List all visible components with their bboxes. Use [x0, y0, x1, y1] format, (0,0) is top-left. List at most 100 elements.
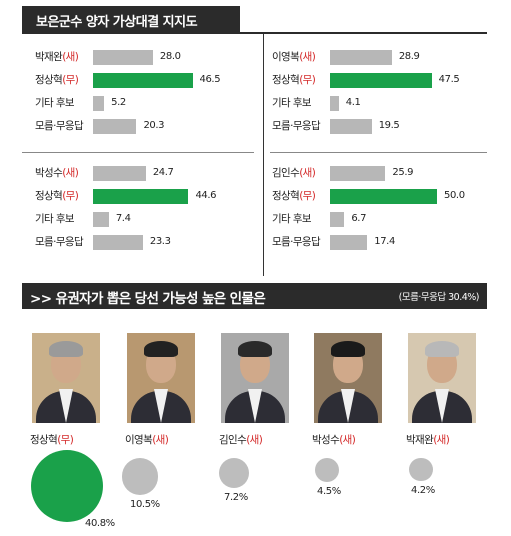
- bar-row: 정상혁(무) 50.0: [272, 188, 502, 204]
- bar-value: 6.7: [351, 213, 367, 224]
- bar-value: 28.0: [159, 51, 181, 62]
- bar-value: 17.4: [374, 236, 395, 247]
- bar: [93, 189, 189, 204]
- panel-divider-right: [270, 152, 487, 153]
- bar-value: 20.3: [143, 120, 165, 131]
- title-box: 보은군수 양자 가상대결 지지도: [22, 6, 240, 32]
- bar-label: 김인수(새): [272, 167, 316, 179]
- banner-note: (모름·무응답 30.4%): [398, 292, 480, 303]
- bar-row: 모름·무응답 23.3: [35, 234, 265, 250]
- portrait-park-jaewan: [408, 333, 476, 423]
- bubble: [218, 458, 250, 489]
- bubble: [31, 450, 103, 522]
- bar-value: 24.7: [152, 167, 174, 178]
- banner: >> 유권자가 뽑은 당선 가능성 높은 인물은 (모름·무응답 30.4%): [22, 283, 487, 309]
- bubble-value: 4.2%: [411, 485, 435, 497]
- bar: [93, 166, 146, 181]
- hair: [238, 341, 272, 357]
- hair: [49, 341, 83, 357]
- bar: [93, 119, 137, 134]
- bar-row: 이영복(새) 28.9: [272, 49, 502, 65]
- bar: [93, 235, 143, 250]
- portrait-park-sungsu: [314, 333, 382, 423]
- bar-row: 모름·무응답 19.5: [272, 118, 502, 134]
- bar-value: 23.3: [149, 236, 171, 247]
- bar-row: 정상혁(무) 44.6: [35, 188, 265, 204]
- bar-value: 19.5: [378, 120, 400, 131]
- party-tag: (무): [299, 190, 316, 202]
- bar: [330, 96, 339, 111]
- bar-row: 모름·무응답 17.4: [272, 234, 502, 250]
- party-tag: (무): [62, 74, 79, 86]
- bar-label: 정상혁(무): [272, 190, 316, 202]
- bubble: [121, 458, 159, 495]
- bar-value: 50.0: [444, 190, 465, 201]
- candidate-name: 박재완(새): [406, 434, 450, 446]
- bar-row: 정상혁(무) 47.5: [272, 72, 502, 88]
- bar-label: 정상혁(무): [35, 74, 79, 86]
- party-tag: (무): [57, 434, 74, 446]
- bar-label: 박성수(새): [35, 167, 79, 179]
- bar-label: 모름·무응답: [272, 236, 321, 248]
- bar-label: 모름·무응답: [272, 120, 321, 132]
- bar: [330, 189, 437, 204]
- bar-value: 5.2: [111, 97, 126, 108]
- bar-label: 이영복(새): [272, 51, 316, 63]
- party-tag: (새): [62, 167, 79, 179]
- candidate-name: 정상혁(무): [30, 434, 74, 446]
- bar-label: 기타 후보: [272, 213, 312, 225]
- bar: [93, 73, 193, 88]
- bar-row: 모름·무응답 20.3: [35, 118, 265, 134]
- bubble: [315, 458, 339, 482]
- bar-row: 정상혁(무) 46.5: [35, 72, 265, 88]
- banner-title: >> 유권자가 뽑은 당선 가능성 높은 인물은: [30, 291, 266, 307]
- matchup-panel-park-sungsu: 박성수(새) 24.7 정상혁(무) 44.6 기타 후보 7.4 모름·무응답 23.3: [35, 165, 265, 277]
- hair: [144, 341, 178, 357]
- bar-row: 박성수(새) 24.7: [35, 165, 265, 181]
- bar-label: 기타 후보: [272, 97, 312, 109]
- bubble-value: 4.5%: [317, 485, 341, 497]
- bar-label: 정상혁(무): [272, 74, 316, 86]
- bar-label: 모름·무응답: [35, 236, 84, 248]
- bar-label: 기타 후보: [35, 213, 75, 225]
- matchup-panel-kim-insoo: 김인수(새) 25.9 정상혁(무) 50.0 기타 후보 6.7 모름·무응답 17.4: [272, 165, 502, 277]
- party-tag: (새): [433, 434, 450, 446]
- party-tag: (새): [62, 51, 79, 63]
- panel-divider-vertical: [263, 34, 264, 276]
- party-tag: (새): [246, 434, 263, 446]
- bar: [330, 212, 345, 227]
- bar: [330, 235, 368, 250]
- bar-row: 김인수(새) 25.9: [272, 165, 502, 181]
- portrait-lee: [127, 333, 195, 423]
- portrait-jung: [32, 333, 100, 423]
- bar-row: 기타 후보 7.4: [35, 211, 265, 227]
- bar: [330, 50, 392, 65]
- bar-label: 정상혁(무): [35, 190, 79, 202]
- bar-value: 7.4: [115, 213, 131, 224]
- bar-label: 모름·무응답: [35, 120, 84, 132]
- bar-row: 기타 후보 5.2: [35, 95, 265, 111]
- bubble-value: 10.5%: [130, 498, 160, 510]
- bar: [93, 96, 105, 111]
- party-tag: (새): [152, 434, 169, 446]
- bar-value: 25.9: [392, 167, 414, 178]
- bar-row: 기타 후보 4.1: [272, 95, 502, 111]
- party-tag: (새): [339, 434, 356, 446]
- candidate-name: 이영복(새): [125, 434, 169, 446]
- party-tag: (새): [299, 167, 316, 179]
- bar-row: 박재완(새) 28.0: [35, 49, 265, 65]
- title-rule: [22, 32, 487, 34]
- portrait-kim: [221, 333, 289, 423]
- bubble-value: 7.2%: [224, 492, 248, 504]
- matchup-panel-park-jaewan: 박재완(새) 28.0 정상혁(무) 46.5 기타 후보 5.2 모름·무응답 20.3: [35, 49, 265, 161]
- party-tag: (무): [299, 74, 316, 86]
- bar-value: 47.5: [438, 74, 460, 85]
- hair: [425, 341, 459, 357]
- candidate-name: 박성수(새): [312, 434, 356, 446]
- bar-label: 기타 후보: [35, 97, 75, 109]
- bar: [93, 212, 109, 227]
- bar: [330, 119, 372, 134]
- bubble: [409, 458, 433, 482]
- bar-row: 기타 후보 6.7: [272, 211, 502, 227]
- party-tag: (무): [62, 190, 79, 202]
